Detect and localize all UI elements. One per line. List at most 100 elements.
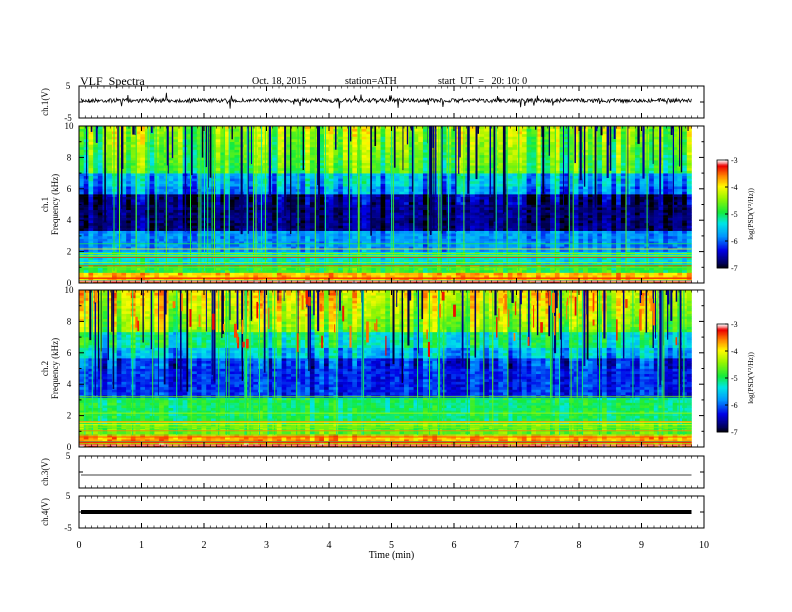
ch1-spec-cell xyxy=(408,272,414,276)
ch1-spec-cell xyxy=(653,272,659,276)
ch1-spec-cell xyxy=(526,220,532,224)
ch1-spec-cell xyxy=(408,217,414,221)
ch1-spec-cell xyxy=(79,238,85,242)
ch1-spec-cell xyxy=(573,280,579,284)
ch1-spec-cell xyxy=(324,194,330,197)
ch1-spec-cell xyxy=(248,233,254,237)
ch1-spec-cell xyxy=(667,259,673,263)
ch1-spec-cell xyxy=(578,214,584,218)
ch1-spec-cell xyxy=(507,230,513,234)
ch1-spec-cell xyxy=(389,201,395,205)
ch1-spec-cell xyxy=(611,262,617,265)
ch1-spec-cell xyxy=(135,259,141,263)
ch1-spec-cell xyxy=(88,214,94,218)
ch1-spec-cell xyxy=(517,251,523,255)
ch1-spec-cell xyxy=(366,241,372,245)
ch1-spec-cell xyxy=(460,212,466,216)
ch1-spec-cell xyxy=(286,272,292,276)
ch1-spec-cell xyxy=(215,256,221,260)
ch1-wave-series-line xyxy=(80,92,692,109)
ch1-spec-cell xyxy=(210,251,216,255)
ch1-spec-cell xyxy=(144,248,150,252)
ch1-spec-cell xyxy=(616,241,622,245)
ch1-spec-cell xyxy=(258,194,264,197)
ch1-spec-cell xyxy=(182,233,188,237)
ch1-spec-cell xyxy=(314,228,320,231)
ch1-spec-cell xyxy=(432,230,438,234)
ch1-spec-cell xyxy=(521,238,527,242)
ch1-spec-cell xyxy=(484,235,490,239)
ch1-spec-cell xyxy=(474,214,480,218)
ch1-spec-cell xyxy=(573,259,579,263)
ch1-spec-cell xyxy=(154,277,160,281)
ch1-spec-cell xyxy=(677,228,683,231)
ch1-spec-cell xyxy=(291,196,297,200)
ch1-spec-cell xyxy=(333,204,339,208)
ch1-spec-cell xyxy=(248,186,254,190)
ch1-spec-cell xyxy=(658,222,664,226)
ch1-spec-cell xyxy=(437,209,443,213)
ch1-spec-cell xyxy=(479,199,485,203)
ch1-spec-cell xyxy=(601,233,607,237)
ch1-spec-cell xyxy=(93,275,99,279)
ch1-spec-cell xyxy=(248,217,254,221)
ch1-spec-cell xyxy=(154,241,160,245)
ch1-spec-cell xyxy=(667,212,673,216)
ch1-spec-cell xyxy=(479,209,485,213)
ch1-spec-cell xyxy=(606,243,612,247)
ch1-spec-cell xyxy=(338,259,344,263)
ch1-spec-cell xyxy=(437,212,443,216)
ch1-spec-cell xyxy=(470,191,476,195)
ch1-spec-cell xyxy=(177,243,183,247)
ch1-spec-cell xyxy=(135,277,141,281)
ch1-spec-cell xyxy=(521,246,527,250)
ch1-spec-cell xyxy=(182,246,188,250)
ch1-spec-cell xyxy=(592,212,598,216)
ch1-spec-cell xyxy=(192,235,198,239)
ch1-spec-cell xyxy=(309,186,315,190)
ch1-spec-cell xyxy=(182,277,188,281)
ch1-spec-cell xyxy=(554,246,560,250)
ch1-spec-cell xyxy=(248,243,254,247)
ch1-spec-cell xyxy=(177,269,183,273)
ch1-spec-cell xyxy=(587,222,593,226)
ch1-spec-cell xyxy=(418,262,424,265)
ch1-spec-cell xyxy=(606,246,612,250)
ch1-spec-cell xyxy=(333,243,339,247)
ch1-spec-cell xyxy=(526,186,532,190)
ch1-spec-cell xyxy=(526,222,532,226)
ch1-spec-cell xyxy=(168,272,174,276)
ch1-spec-cell xyxy=(512,275,518,279)
ch1-spec-cell xyxy=(305,248,311,252)
ch1-spec-cell xyxy=(639,230,645,234)
ch1-spec-cell xyxy=(592,235,598,239)
ch1-spec-cell xyxy=(399,251,405,255)
ch1-spec-cell xyxy=(583,272,589,276)
ch1-spec-cell xyxy=(206,199,212,203)
ch1-spec-cell xyxy=(658,251,664,255)
ch1-spec-cell xyxy=(371,225,377,229)
ch1-spec-cell xyxy=(470,235,476,239)
ch1-spec-cell xyxy=(140,235,146,239)
ch1-spec-cell xyxy=(592,222,598,226)
ch1-spec-cell xyxy=(281,251,287,255)
ch1-spec-cell xyxy=(281,280,287,284)
ch1-spec-cell xyxy=(210,275,216,279)
ch1-spec-cell xyxy=(291,256,297,260)
ch1-spec-cell xyxy=(634,207,640,211)
ch1-spec-cell xyxy=(394,246,400,250)
ch1-spec-cell xyxy=(526,228,532,231)
ch1-spec-cell xyxy=(366,235,372,239)
ch1-spec-cell xyxy=(338,209,344,213)
ch1-spec-cell xyxy=(427,246,433,250)
ch1-spec-cell xyxy=(597,235,603,239)
ch1-spec-cell xyxy=(126,220,132,224)
ch1-spec-cell xyxy=(380,267,386,271)
ch1-spec-cell xyxy=(583,233,589,237)
ch1-spec-cell xyxy=(149,191,155,195)
ch1-spec-cell xyxy=(554,238,560,242)
ch1-spec-cell xyxy=(182,262,188,265)
ch1-spec-cell xyxy=(649,217,655,221)
ch1-spec-cell xyxy=(328,186,334,190)
ch1-spec-cell xyxy=(88,267,94,271)
